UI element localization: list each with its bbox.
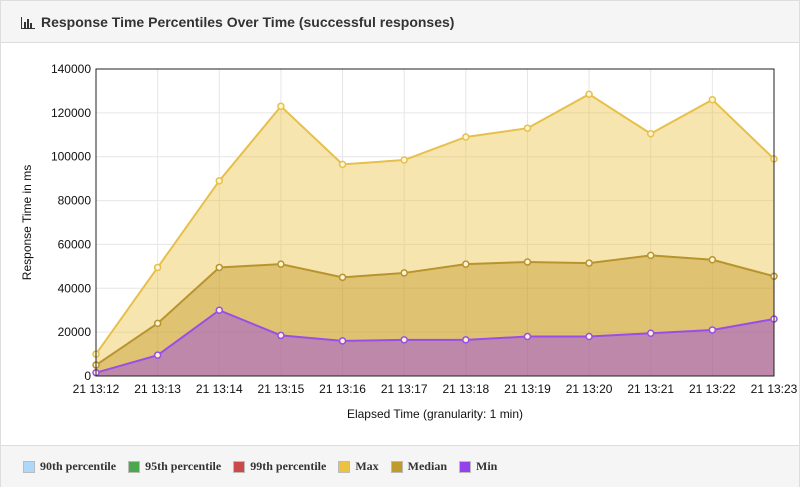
y-tick-label: 100000: [51, 150, 91, 164]
legend-swatch: [128, 460, 141, 473]
y-tick-label: 40000: [58, 281, 92, 295]
y-tick-label: 60000: [58, 237, 92, 251]
point-median: [215, 263, 224, 272]
x-tick-label: 21 13:22: [689, 382, 736, 396]
panel-heading: Response Time Percentiles Over Time (suc…: [1, 1, 799, 43]
y-tick-label: 120000: [51, 106, 91, 120]
legend: 90th percentile 95th percentile 99th perce…: [1, 445, 799, 487]
point-min: [215, 306, 224, 314]
line-median: [95, 254, 775, 366]
point-median: [646, 251, 655, 260]
point-min: [708, 326, 717, 334]
y-tick-label: 20000: [58, 325, 92, 339]
area-min: [96, 310, 774, 376]
x-tick-label: 21 13:21: [627, 382, 674, 396]
legend-label: 90th percentile: [40, 459, 117, 473]
point-max: [523, 124, 532, 132]
legend-swatch: [338, 460, 351, 473]
point-min: [400, 336, 408, 344]
x-tick-label: 21 13:16: [319, 382, 366, 396]
point-median: [153, 319, 162, 328]
percentiles-chart[interactable]: 0 20000 40000 60000 80000 100000 120000 140000 2…: [1, 44, 799, 441]
x-tick-label: 21 13:19: [504, 382, 551, 396]
legend-swatch: [233, 460, 246, 473]
legend-item-95th-percentile[interactable]: 95th percentile: [128, 459, 221, 474]
legend-swatch: [23, 460, 35, 473]
point-max: [646, 129, 655, 138]
point-max: [585, 90, 593, 98]
x-axis-title: Elapsed Time (granularity: 1 min): [347, 407, 523, 421]
legend-item-max[interactable]: Max: [338, 459, 379, 474]
plot-background: [96, 69, 774, 376]
point-max: [400, 156, 408, 164]
point-median: [400, 269, 408, 277]
legend-label: Median: [407, 459, 447, 473]
point-max: [153, 263, 162, 272]
point-min: [646, 329, 655, 337]
point-min: [277, 331, 285, 340]
point-max: [338, 160, 347, 169]
point-median: [338, 273, 347, 282]
point-max: [462, 133, 470, 141]
area-max: [96, 94, 774, 376]
point-median: [585, 259, 593, 267]
legend-swatch: [390, 460, 403, 473]
line-min: [95, 309, 775, 374]
legend-item-median[interactable]: Median: [390, 459, 447, 474]
bar-chart-icon: [21, 16, 35, 29]
y-tick-label: 80000: [58, 194, 92, 208]
x-tick-label: 21 13:15: [258, 382, 305, 396]
legend-item-99th-percentile[interactable]: 99th percentile: [233, 459, 326, 474]
legend-label: Max: [355, 459, 379, 473]
area-median: [96, 255, 774, 376]
point-min: [338, 337, 347, 345]
point-min: [462, 336, 470, 344]
line-max: [95, 93, 775, 355]
point-median: [708, 256, 717, 264]
panel-title: Response Time Percentiles Over Time (suc…: [41, 13, 455, 30]
legend-item-90th-percentile[interactable]: 90th percentile: [23, 459, 116, 474]
y-axis-title: Response Time in ms: [20, 165, 34, 280]
point-min: [523, 332, 532, 341]
legend-swatch: [459, 460, 471, 473]
x-tick-label: 21 13:13: [134, 382, 181, 396]
legend-label: Min: [476, 459, 498, 473]
point-median: [277, 260, 285, 268]
x-tick-label: 21 13:14: [196, 382, 243, 396]
x-tick-label: 21 13:18: [442, 382, 489, 396]
x-tick-label: 21 13:20: [566, 382, 613, 396]
legend-item-min[interactable]: Min: [459, 459, 497, 474]
point-max: [277, 102, 285, 111]
point-median: [523, 258, 532, 266]
x-tick-label: 21 13:23: [751, 382, 798, 396]
point-max: [215, 177, 224, 185]
x-tick-label: 21 13:17: [381, 382, 428, 396]
point-median: [462, 260, 470, 268]
point-max: [708, 95, 717, 104]
point-min: [153, 351, 162, 359]
chart-area[interactable]: 0 20000 40000 60000 80000 100000 120000 140000 2…: [1, 44, 799, 441]
legend-label: 99th percentile: [250, 459, 327, 473]
plot-border: [95, 68, 775, 377]
x-tick-label: 21 13:12: [73, 382, 120, 396]
y-tick-label: 140000: [51, 62, 91, 76]
point-min: [585, 332, 593, 341]
y-tick-label: 0: [84, 369, 91, 383]
legend-label: 95th percentile: [145, 459, 222, 473]
